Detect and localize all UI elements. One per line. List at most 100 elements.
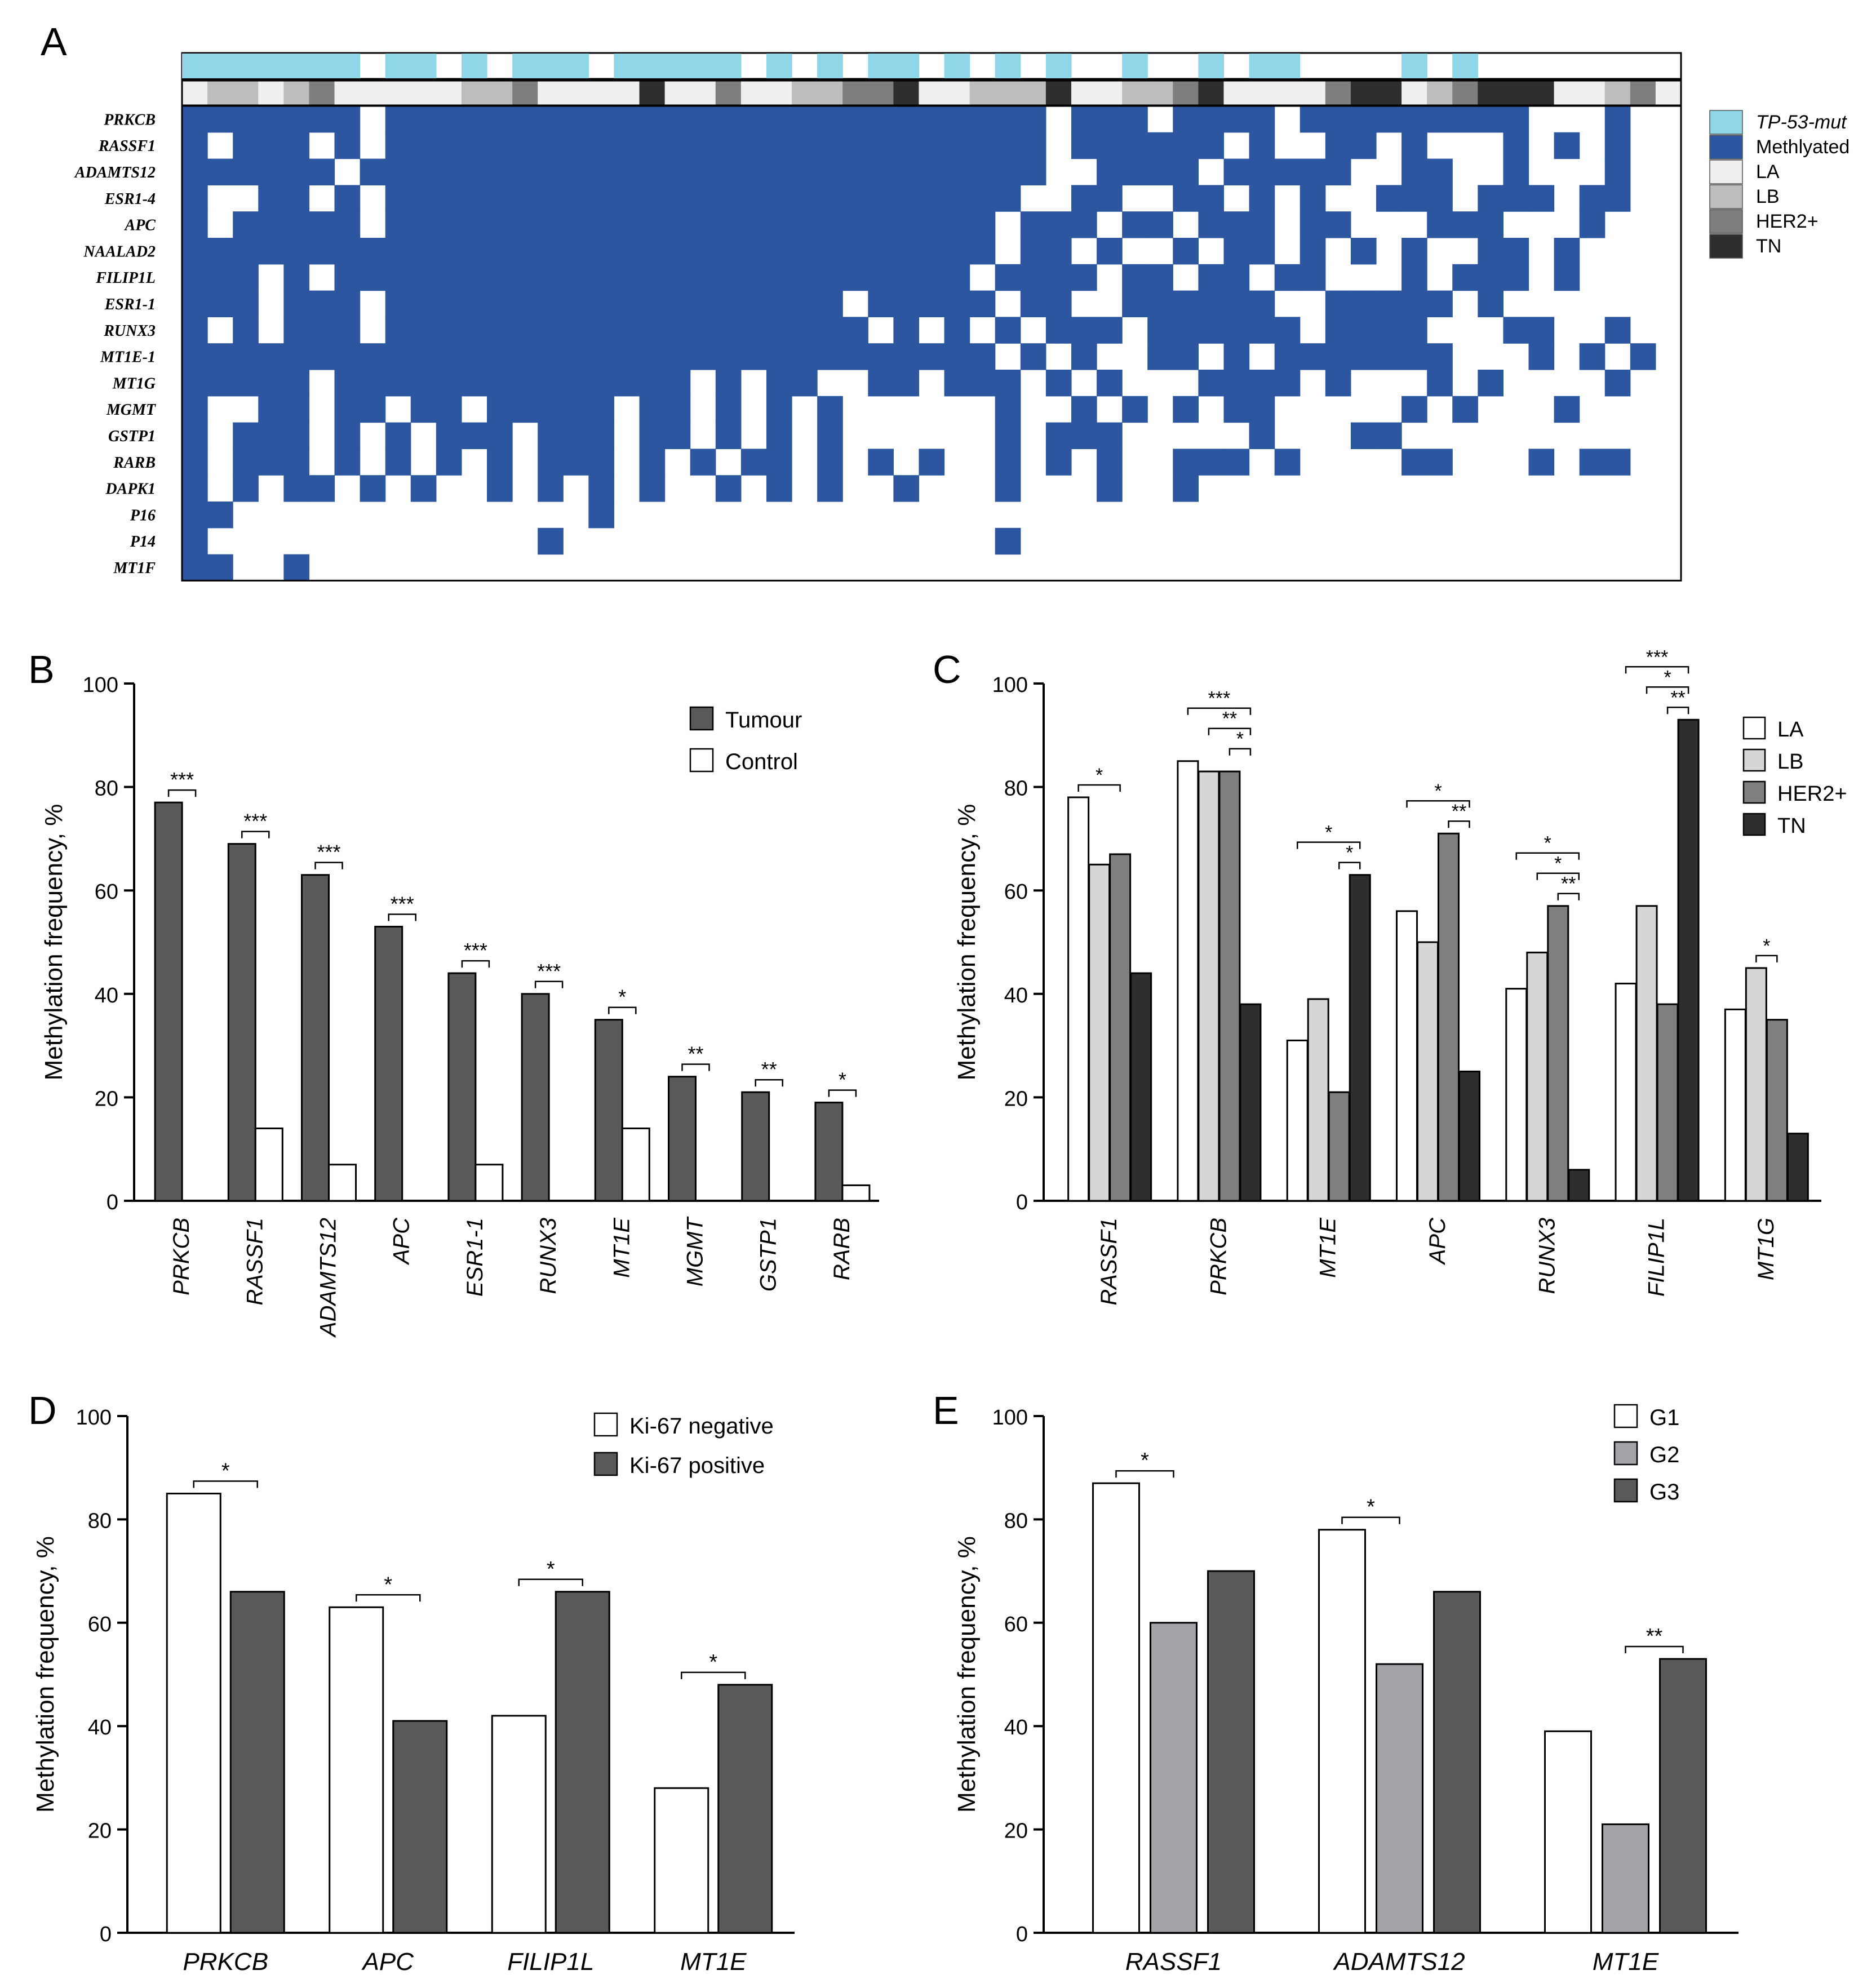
methylated-cell: [639, 449, 666, 476]
methylated-cell: [563, 396, 589, 423]
legend-swatch-la: [1709, 159, 1743, 184]
methylated-cell: [563, 185, 589, 212]
methylated-cell: [1452, 106, 1478, 133]
methylated-cell: [792, 106, 818, 133]
methylated-cell: [258, 211, 284, 238]
methylated-cell: [258, 343, 284, 370]
methylated-cell: [893, 343, 920, 370]
legend-label-g1: G1: [1649, 1405, 1679, 1430]
methylated-cell: [538, 264, 564, 291]
methylated-cell: [969, 106, 996, 133]
subtype-cell: [410, 81, 437, 105]
methylated-cell: [588, 132, 615, 159]
subtype-cell: [690, 81, 716, 105]
methylated-cell: [512, 132, 538, 159]
methylated-cell: [1604, 158, 1631, 185]
subtype-cell: [182, 81, 208, 105]
methylated-cell: [842, 158, 868, 185]
significance-label: *: [1544, 833, 1551, 854]
methylated-cell: [893, 158, 920, 185]
methylated-cell: [944, 158, 970, 185]
category-label-apc: APC: [389, 1217, 414, 1265]
subtype-cell: [233, 81, 259, 105]
methylated-cell: [664, 370, 691, 397]
methylated-cell: [182, 317, 208, 344]
methylated-cell: [740, 158, 767, 185]
methylated-cell: [1325, 343, 1351, 370]
methylated-cell: [639, 422, 666, 449]
methylated-cell: [1300, 106, 1326, 133]
methylated-cell: [410, 396, 437, 423]
methylated-cell: [1198, 370, 1225, 397]
methylated-cell: [893, 211, 920, 238]
legend-label-la: LA: [1777, 718, 1804, 742]
methylated-cell: [995, 185, 1021, 212]
tp53-cell: [995, 54, 1021, 78]
methylated-cell: [461, 290, 487, 317]
methylated-cell: [639, 211, 666, 238]
bar-g1-mt1e: [1544, 1730, 1592, 1934]
methylated-cell: [1249, 158, 1275, 185]
legend-label-tp-53-mut: TP-53-mut: [1756, 112, 1847, 133]
methylated-cell: [1045, 317, 1072, 344]
methylated-cell: [842, 238, 868, 265]
legend-label-tumour: Tumour: [725, 708, 802, 733]
methylated-cell: [1376, 317, 1402, 344]
methylated-cell: [233, 238, 259, 265]
methylated-cell: [664, 158, 691, 185]
methylated-cell: [792, 158, 818, 185]
methylated-cell: [842, 185, 868, 212]
significance-label: *: [1236, 729, 1244, 750]
methylated-cell: [563, 343, 589, 370]
methylated-cell: [944, 343, 970, 370]
methylated-cell: [766, 185, 792, 212]
bar-la-rassf1: [1067, 796, 1090, 1202]
gene-label-dapk1: DAPK1: [105, 481, 156, 498]
methylated-cell: [436, 238, 462, 265]
methylated-cell: [639, 238, 666, 265]
methylated-cell: [436, 264, 462, 291]
methylated-cell: [639, 106, 666, 133]
methylated-cell: [461, 211, 487, 238]
methylated-cell: [233, 264, 259, 291]
methylated-cell: [1223, 211, 1250, 238]
legend-swatch-la: [1742, 716, 1766, 740]
methylated-cell: [995, 158, 1021, 185]
methylated-cell: [283, 132, 310, 159]
methylated-cell: [1045, 370, 1072, 397]
significance-label: *: [709, 1650, 717, 1674]
bar-her2-apc: [1438, 832, 1460, 1202]
y-tick-label: 0: [100, 1923, 112, 1946]
methylated-cell: [588, 185, 615, 212]
methylated-cell: [766, 317, 792, 344]
methylated-cell: [1300, 185, 1326, 212]
methylated-cell: [258, 106, 284, 133]
methylated-cell: [1097, 132, 1123, 159]
methylated-cell: [538, 422, 564, 449]
subtype-cell: [538, 81, 564, 105]
category-label-prkcb: PRKCB: [1206, 1218, 1231, 1295]
methylated-cell: [1503, 264, 1529, 291]
methylated-cell: [919, 132, 945, 159]
methylated-cell: [538, 317, 564, 344]
methylated-cell: [664, 211, 691, 238]
methylated-cell: [944, 264, 970, 291]
methylated-cell: [1173, 449, 1199, 476]
methylated-cell: [487, 106, 513, 133]
methylated-cell: [182, 238, 208, 265]
methylated-cell: [1274, 264, 1301, 291]
methylated-cell: [588, 475, 615, 502]
methylated-cell: [1173, 317, 1199, 344]
legend-swatch-tumour: [689, 706, 714, 731]
y-tick-label: 40: [88, 1716, 112, 1740]
methylated-cell: [893, 290, 920, 317]
methylated-cell: [309, 106, 335, 133]
methylated-cell: [995, 422, 1021, 449]
methylated-cell: [690, 317, 716, 344]
methylated-cell: [715, 396, 742, 423]
gene-label-mt1e-1: MT1E-1: [100, 349, 156, 366]
significance-label: *: [384, 1573, 392, 1596]
legend-label-ki-67-positive: Ki-67 positive: [629, 1453, 765, 1478]
y-tick-label: 80: [88, 1509, 112, 1533]
methylated-cell: [1478, 238, 1504, 265]
